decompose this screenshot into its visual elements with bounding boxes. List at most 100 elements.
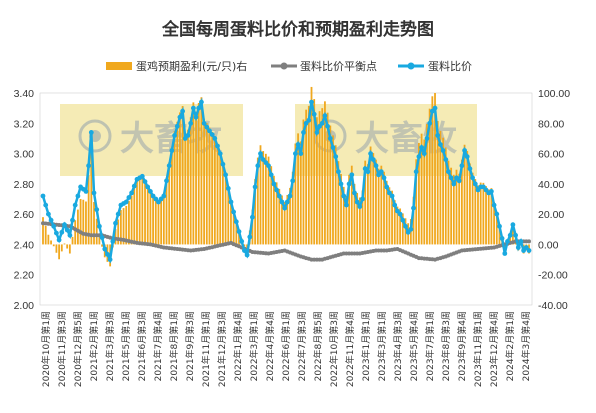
profit-bar — [170, 146, 173, 245]
x-tick-label: 2022年3月第1周 — [248, 311, 260, 381]
profit-bar — [138, 179, 141, 245]
profit-bar — [176, 121, 179, 245]
profit-bar — [259, 145, 262, 245]
ratio-point — [220, 161, 226, 167]
ratio-point — [499, 236, 505, 241]
profit-bar — [85, 201, 87, 245]
profit-bar — [227, 189, 230, 245]
ratio-point — [59, 229, 65, 235]
legend-label-ratio: 蛋料比价 — [428, 59, 472, 73]
ratio-point — [295, 142, 301, 147]
ratio-point — [472, 181, 478, 187]
ratio-point — [228, 199, 234, 205]
profit-bar — [511, 227, 514, 245]
ratio-point — [338, 181, 344, 187]
profit-bar — [364, 160, 367, 245]
ratio-point — [88, 130, 94, 135]
profit-bar — [348, 174, 350, 245]
ratio-point — [416, 154, 422, 160]
ratio-point — [72, 202, 78, 208]
x-tick-label: 2023年7月第1周 — [424, 311, 436, 381]
ratio-point — [255, 163, 261, 169]
ratio-point — [346, 181, 352, 187]
x-tick-label: 2022年11月第4周 — [344, 311, 356, 387]
ratio-point — [429, 108, 435, 114]
profit-bar — [286, 194, 289, 245]
profit-bar — [289, 187, 291, 245]
profit-bar — [431, 96, 434, 245]
profit-bar — [216, 144, 219, 245]
profit-bar — [93, 202, 95, 245]
x-tick-label: 2024年3月第4周 — [520, 311, 532, 381]
profit-bar — [372, 153, 375, 245]
profit-bar — [90, 141, 93, 245]
profit-bar — [356, 192, 359, 245]
profit-bar — [52, 244, 55, 247]
profit-bar — [184, 132, 187, 245]
profit-bar — [455, 169, 458, 245]
profit-bar — [264, 153, 267, 245]
ratio-point — [217, 151, 223, 157]
profit-bar — [47, 234, 50, 245]
profit-bar — [509, 236, 512, 245]
ratio-point — [279, 199, 285, 205]
legend-label-balance: 蛋料比价平衡点 — [300, 59, 377, 73]
profit-bar — [224, 175, 227, 245]
ratio-point — [62, 222, 67, 228]
ratio-point — [354, 199, 360, 205]
ratio-point — [438, 142, 443, 147]
profit-bar — [463, 144, 466, 245]
profit-bar — [294, 143, 297, 245]
x-tick-label: 2020年11月第3周 — [56, 311, 68, 387]
x-tick-label: 2023年4月第3周 — [392, 311, 404, 381]
y-left-tick-label: 2.40 — [14, 239, 35, 251]
profit-bar — [205, 123, 208, 245]
x-tick-label: 2023年12月第4周 — [488, 311, 500, 387]
ratio-point — [193, 114, 199, 120]
ratio-point — [91, 190, 97, 196]
y-left-tick-label: 2.00 — [14, 300, 35, 312]
x-tick-label: 2023年5月第4周 — [408, 311, 420, 381]
profit-bar — [50, 240, 52, 245]
ratio-point — [494, 211, 500, 217]
ratio-point — [266, 163, 271, 169]
ratio-point — [180, 108, 186, 114]
ratio-point — [413, 169, 419, 175]
ratio-point — [319, 120, 325, 126]
x-tick-label: 2023年9月第4周 — [456, 311, 468, 381]
ratio-point — [129, 190, 135, 196]
ratio-point — [212, 136, 218, 141]
ratio-point — [387, 190, 392, 196]
ratio-point — [247, 234, 253, 240]
profit-bar — [133, 188, 136, 245]
profit-bar — [498, 224, 501, 245]
ratio-point — [505, 239, 510, 244]
ratio-point — [239, 239, 245, 244]
profit-bar — [222, 163, 224, 245]
profit-bar — [423, 139, 426, 245]
ratio-point — [435, 133, 441, 138]
ratio-point — [188, 120, 194, 126]
profit-bar — [340, 174, 342, 245]
profit-bar — [485, 186, 487, 245]
profit-bar — [60, 244, 63, 252]
ratio-point — [341, 193, 347, 199]
ratio-point — [209, 132, 215, 138]
profit-bar — [278, 188, 281, 245]
ratio-point — [389, 193, 395, 199]
profit-bar — [44, 225, 47, 245]
ratio-point — [287, 193, 293, 199]
profit-bar — [267, 156, 270, 245]
ratio-point — [174, 123, 180, 129]
axes: 2.00 2.20 2.40 2.60 2.80 3.00 3.20 3.40 -40.00 -2… — [14, 88, 571, 312]
profit-bar — [385, 180, 388, 245]
profit-bar — [189, 117, 192, 245]
profit-bar — [125, 205, 128, 245]
balance-point — [527, 239, 531, 244]
ratio-point — [424, 136, 430, 141]
ratio-point — [196, 105, 202, 111]
y-right-tick-label: 20.00 — [538, 209, 564, 221]
profit-bar — [235, 220, 238, 245]
profit-bar — [345, 195, 348, 245]
